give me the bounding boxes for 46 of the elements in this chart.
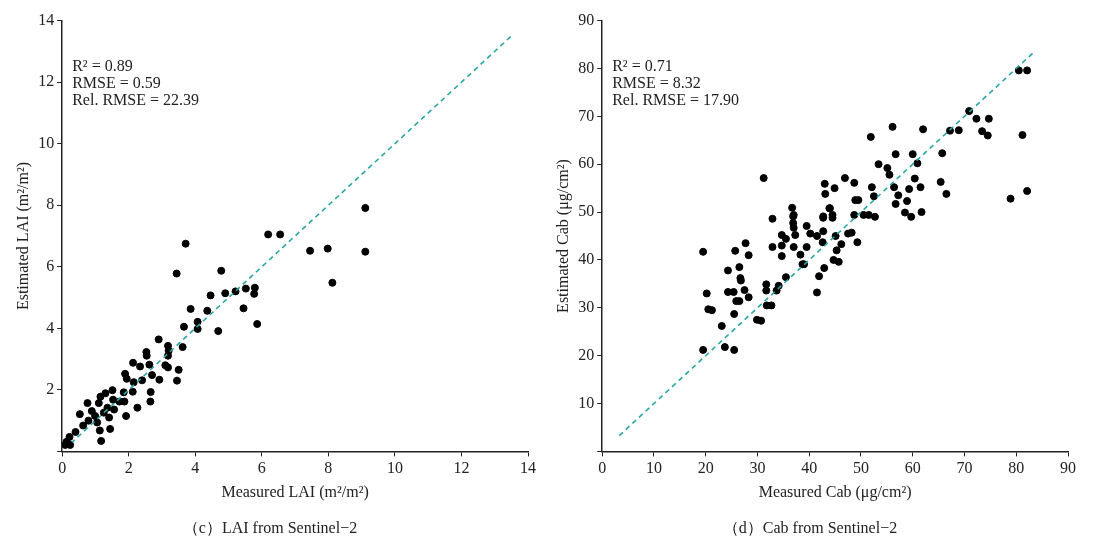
y-tick-label: 50 [578,202,595,220]
x-tick-label: 10 [645,459,662,477]
y-tick-label: 60 [578,154,595,172]
annotation: Rel. RMSE = 22.39 [72,90,200,108]
y-tick-label: 90 [578,10,595,28]
x-tick-label: 6 [257,459,266,477]
x-axis-title: Measured LAI (m²/m²) [221,483,369,502]
x-tick-label: 70 [956,459,973,477]
y-tick-label: 30 [578,298,595,315]
x-tick-label: 0 [598,459,607,477]
x-tick-label: 2 [124,459,133,477]
x-tick-label: 14 [520,459,536,477]
y-tick-label: 20 [578,345,595,363]
annotation: R² = 0.89 [72,56,133,74]
y-tick-label: 80 [578,58,595,76]
x-tick-label: 0 [58,459,67,477]
y-tick-label: 2 [46,380,55,398]
annotation: RMSE = 8.32 [612,73,701,91]
annotation: RMSE = 0.59 [72,73,161,91]
y-tick-label: 10 [38,133,55,151]
x-tick-label: 20 [697,459,714,477]
y-tick-label: 10 [578,393,595,411]
x-tick-label: 40 [801,459,818,477]
text: （d）Cab from Sentinel−2 [722,518,898,536]
y-tick-label: 6 [46,256,55,274]
x-tick-label: 4 [191,459,200,477]
y-tick-label: 8 [46,195,55,213]
x-tick-label: 90 [1060,459,1076,477]
text: （c）LAI from Sentinel−2 [182,518,358,536]
y-tick-label: 70 [578,106,595,124]
y-axis-title: Estimated Cab (μg/cm²) [553,159,572,313]
y-axis-title: Estimated LAI (m²/m²) [13,161,32,311]
x-tick-label: 80 [1008,459,1025,477]
annotation: Rel. RMSE = 17.90 [612,90,740,108]
y-tick-label: 12 [38,72,55,90]
y-tick-label: 4 [46,318,55,336]
x-tick-label: 12 [453,459,470,477]
x-tick-label: 8 [324,459,333,477]
x-tick-label: 50 [852,459,869,477]
y-tick-label: 40 [578,250,595,268]
x-axis-title: Measured Cab (μg/cm²) [758,483,912,502]
x-tick-label: 30 [749,459,766,477]
x-tick-label: 60 [904,459,921,477]
x-tick-label: 10 [386,459,403,477]
y-tick-label: 14 [38,10,55,28]
annotation: R² = 0.71 [612,56,673,74]
